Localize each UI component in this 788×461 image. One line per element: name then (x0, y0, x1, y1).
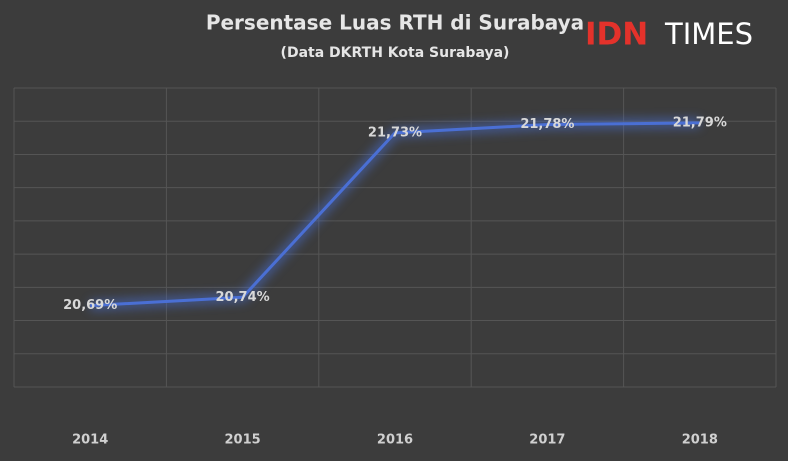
chart-title: Persentase Luas RTH di Surabaya (206, 11, 584, 35)
x-tick-label: 2016 (377, 433, 413, 448)
data-label: 20,69% (63, 298, 117, 313)
x-tick-label: 2015 (225, 433, 261, 448)
logo-brand: IDN (585, 17, 648, 53)
data-label: 21,73% (368, 125, 422, 140)
data-label: 20,74% (216, 290, 270, 305)
logo-name: TIMES (664, 17, 753, 51)
line (90, 121, 700, 308)
data-label: 21,79% (673, 115, 727, 130)
data-label: 21,78% (520, 117, 574, 132)
x-tick-label: 2017 (529, 433, 565, 448)
x-tick-label: 2018 (682, 433, 718, 448)
chart-subtitle: (Data DKRTH Kota Surabaya) (281, 45, 510, 61)
x-tick-label: 2014 (72, 433, 108, 448)
